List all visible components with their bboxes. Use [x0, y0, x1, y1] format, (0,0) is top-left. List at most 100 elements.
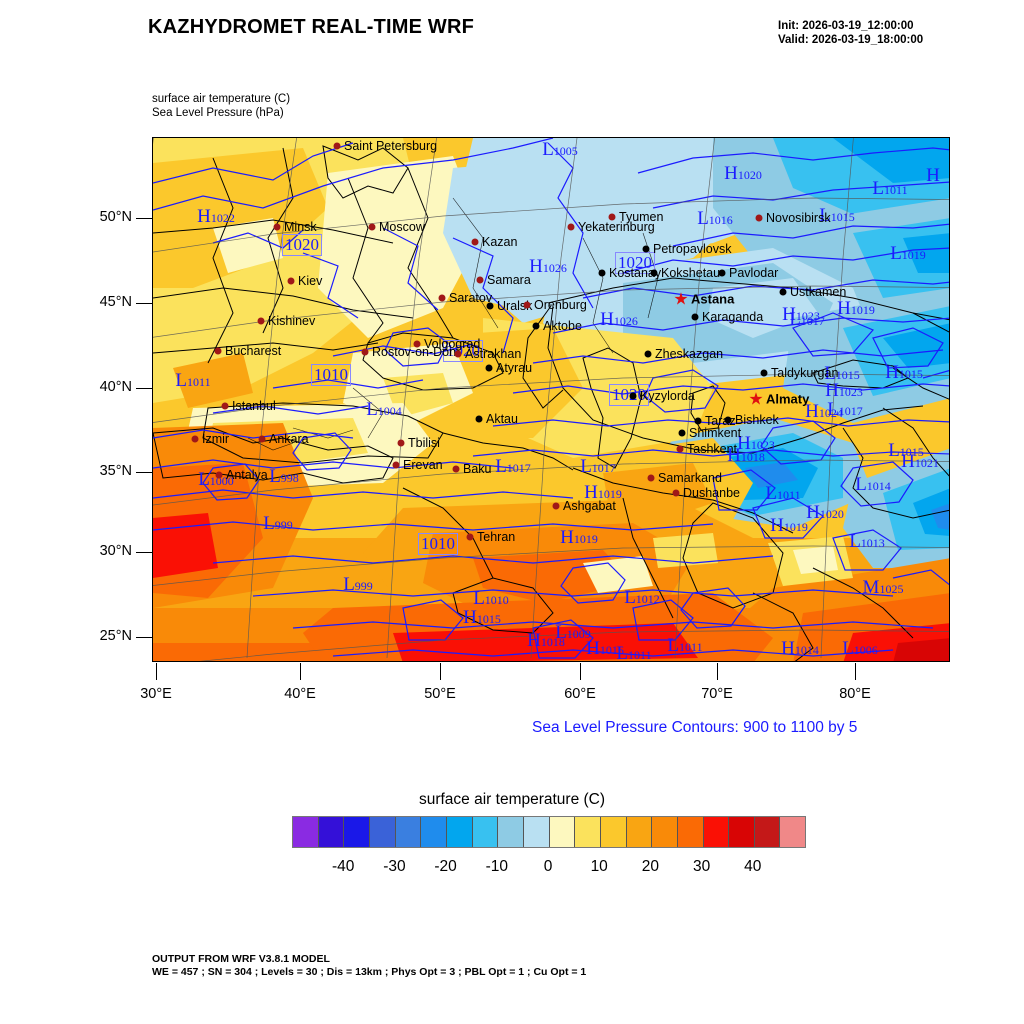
city-dot: [191, 435, 199, 443]
city-label: Aktobe: [543, 319, 582, 333]
city-label: Tyumen: [619, 210, 664, 224]
city-label: Orenburg: [534, 298, 587, 312]
pressure-center-letter: L: [366, 399, 378, 420]
city-label: Atyrau: [496, 361, 533, 375]
city-label: Shimkent: [689, 426, 742, 440]
latitude-tick-label: 40°N: [99, 379, 132, 395]
pressure-center-value: 1020: [737, 168, 762, 182]
pressure-center-value: 1015: [899, 445, 924, 459]
pressure-center-high: H1019: [837, 298, 875, 320]
city-label: Ashgabat: [563, 499, 616, 513]
colorbar-tick-label: -30: [383, 858, 406, 875]
city-dot: [454, 350, 462, 358]
colorbar-cell-10: [549, 817, 576, 847]
pressure-center-high: H1020: [724, 163, 762, 185]
city-label: Novosibirsk: [766, 211, 831, 225]
pressure-center-high: H1022: [197, 206, 235, 228]
pressure-center-high: H1019: [560, 527, 598, 549]
pressure-center-value: 1006: [853, 643, 878, 657]
pressure-center-letter: L: [555, 622, 567, 643]
pressure-center-letter: L: [263, 513, 275, 534]
model-output-footer: OUTPUT FROM WRF V3.8.1 MODEL WE = 457 ; …: [152, 953, 586, 979]
longitude-tick-mark: [717, 663, 719, 680]
pressure-center-high: H1023: [825, 380, 863, 402]
pressure-center-value: 999: [274, 518, 293, 532]
pressure-center-high: H1015: [463, 607, 501, 629]
city-label: Kazan: [482, 235, 518, 249]
pressure-center-letter: H: [584, 482, 598, 503]
pressure-center-value: 1019: [597, 487, 622, 501]
colorbar-cell-2: [344, 817, 370, 847]
pressure-center-low: L1017: [580, 456, 616, 478]
footer-line1: OUTPUT FROM WRF V3.8.1 MODEL: [152, 953, 330, 965]
pressure-center-letter: L: [842, 638, 854, 659]
pressure-center-high: H1018: [527, 630, 565, 652]
city-dot: [755, 214, 763, 222]
latitude-tick-label: 45°N: [99, 294, 132, 310]
init-time-label: Init: 2026-03-19_12:00:00: [778, 20, 914, 32]
city-dot: [523, 301, 531, 309]
capital-star-icon: ★: [748, 389, 764, 409]
slp-contour-caption: Sea Level Pressure Contours: 900 to 1100…: [532, 719, 858, 736]
pressure-center-value: 1023: [838, 385, 863, 399]
pressure-center-letter: M: [862, 577, 880, 598]
city-dot: [676, 445, 684, 453]
pressure-center-letter: H: [806, 502, 820, 523]
pressure-center-letter: H: [805, 401, 819, 422]
isobar-value-label: 1010: [311, 364, 351, 386]
pressure-center-high: H1016: [586, 638, 624, 660]
city-dot: [647, 474, 655, 482]
colorbar-cell-11: [575, 817, 601, 847]
pressure-center-value: 1011: [777, 488, 801, 502]
city-dot: [475, 415, 483, 423]
city-dot: [694, 417, 702, 425]
colorbar-tick-label: -10: [485, 858, 508, 875]
city-label: Aktau: [486, 412, 518, 426]
pressure-center-low: M1025: [863, 577, 904, 599]
city-dot: [476, 276, 484, 284]
pressure-center-value: 1022: [210, 211, 235, 225]
pressure-center-value: 1013: [860, 536, 885, 550]
colorbar[interactable]: [292, 816, 806, 848]
city-label: Moscow: [379, 220, 425, 234]
city-dot: [438, 294, 446, 302]
pressure-center-low: L1011: [667, 635, 702, 657]
longitude-tick-label: 80°E: [839, 686, 871, 702]
pressure-center-low: L1015: [824, 363, 860, 385]
pressure-center-letter: L: [616, 643, 629, 662]
city-label: Kokshetau: [661, 266, 721, 280]
pressure-center-value: 1025: [879, 582, 904, 596]
colorbar-tick-label: 0: [543, 858, 553, 875]
isobar-value-label: 1020: [615, 252, 655, 274]
latitude-tick-label: 25°N: [99, 628, 132, 644]
pressure-center-value: 1026: [613, 314, 638, 328]
colorbar-cell-17: [729, 817, 755, 847]
pressure-center-value: 1017: [800, 314, 825, 328]
city-label: Astrakhan: [465, 347, 522, 361]
city-dot: [368, 223, 376, 231]
pressure-center-value: 1011: [679, 640, 703, 654]
city-label: Samarkand: [658, 471, 722, 485]
colorbar-cell-8: [498, 817, 524, 847]
city-dot: [532, 322, 540, 330]
city-dot: [397, 439, 405, 447]
field-caption-line2: Sea Level Pressure (hPa): [152, 107, 284, 119]
pressure-center-value: 1012: [635, 592, 660, 606]
pressure-center-value: 1019: [573, 532, 598, 546]
pressure-center-value: 1015: [476, 612, 501, 626]
pressure-center-value: 1004: [377, 404, 402, 418]
longitude-tick-mark: [156, 663, 158, 680]
pressure-center-letter: L: [495, 456, 507, 477]
pressure-center-value: 1020: [819, 507, 844, 521]
colorbar-cell-16: [703, 817, 730, 847]
city-label: Karaganda: [702, 310, 764, 324]
city-dot: [629, 392, 637, 400]
city-label: Tbilisi: [408, 436, 440, 450]
longitude-tick-mark: [580, 663, 582, 680]
pressure-center-high: H1018: [727, 445, 765, 467]
weather-map[interactable]: H1022 H1020 H L1005 L1016 L1015 L1011 L1019 H102…: [152, 137, 950, 662]
colorbar-tick-label: 20: [641, 858, 660, 875]
pressure-center-value: 1017: [591, 461, 616, 475]
city-label: Tehran: [477, 530, 516, 544]
longitude-tick-label: 40°E: [284, 686, 316, 702]
